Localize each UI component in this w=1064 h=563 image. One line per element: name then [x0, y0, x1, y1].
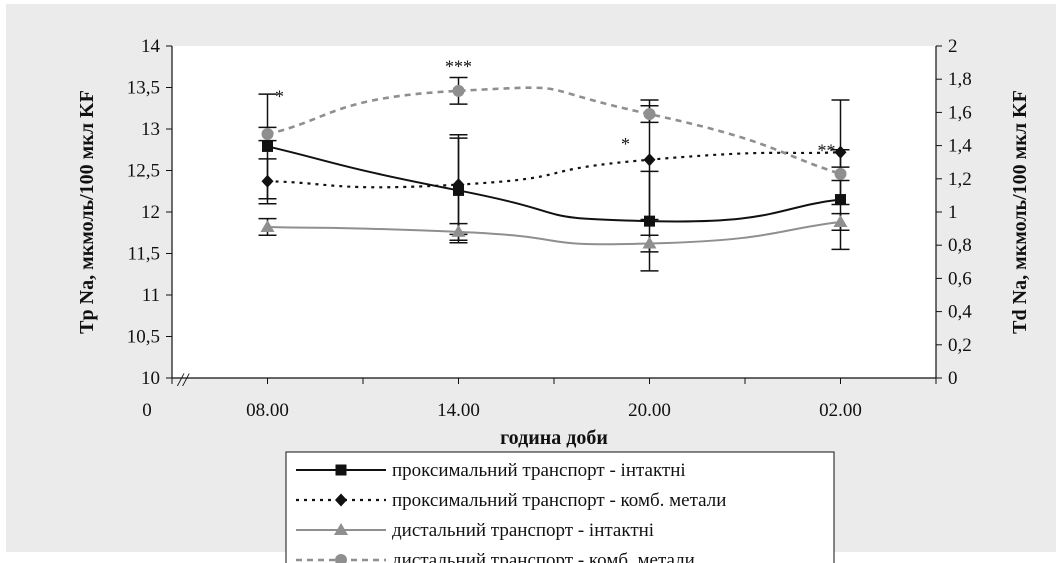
y-left-tick-label: 11,5: [127, 244, 160, 265]
series-3: [258, 212, 850, 253]
data-point: [452, 84, 465, 97]
y-left-tick-label: 14: [141, 36, 161, 57]
y-right-tick-label: 1,2: [948, 169, 972, 190]
legend-marker: [334, 523, 348, 535]
y-right-tick-label: 1,6: [948, 102, 972, 123]
legend-marker: [335, 493, 347, 507]
data-point: [452, 178, 465, 192]
series-3-line: [267, 220, 841, 246]
y-right-tick-label: 0,4: [948, 302, 972, 323]
legend: проксимальний транспорт - інтактні прокси…: [296, 460, 726, 563]
x-tick-label: 14.00: [437, 400, 480, 421]
y-left-tick-label: 12,5: [127, 161, 160, 182]
legend-label: дистальний транспорт - інтактні: [392, 520, 654, 541]
data-point: [260, 219, 275, 232]
y-axis-left-title: Tp Na, мкмоль/100 мкл KF: [76, 90, 98, 334]
y-left-tick-label: 12: [141, 202, 160, 223]
y-right-tick-label: 1: [948, 202, 958, 223]
legend-item: проксимальний транспорт - комб. метали: [296, 490, 726, 511]
y-right-tick-label: 0,8: [948, 235, 972, 256]
legend-marker: [335, 464, 347, 476]
significance-marker: *: [275, 86, 284, 106]
y-axis-right-title: Td Na, мкмоль/100 мкл KF: [1009, 90, 1031, 334]
x-tick-label: 20.00: [628, 400, 671, 421]
series-2: [258, 99, 850, 236]
data-point: [642, 236, 657, 249]
data-point: [644, 215, 655, 227]
axis-break-mark: //: [177, 370, 190, 391]
series-1-line: [267, 145, 841, 223]
series-4-line: [267, 86, 841, 176]
y-left-tick-label: 10,5: [127, 327, 160, 348]
data-point: [834, 167, 847, 180]
legend-item: дистальний транспорт - комб. метали: [296, 550, 695, 563]
legend-marker: [335, 554, 347, 563]
x-origin-label: 0: [142, 400, 152, 421]
plot-area: [172, 46, 936, 378]
data-point: [643, 153, 656, 167]
data-point: [261, 174, 274, 188]
series-layer: [258, 76, 850, 272]
y-left-tick-label: 11: [142, 285, 160, 306]
y-left-tick-label: 13,5: [127, 78, 160, 99]
data-point: [262, 140, 273, 152]
y-right-tick-label: 0,6: [948, 268, 972, 289]
y-left-tick-label: 13: [141, 119, 160, 140]
y-right-tick-label: 0,2: [948, 335, 972, 356]
data-point: [451, 224, 466, 237]
y-right-tick-label: 1,8: [948, 69, 972, 90]
legend-label: дистальний транспорт - комб. метали: [392, 550, 695, 563]
legend-label: проксимальний транспорт - інтактні: [392, 460, 686, 481]
data-point: [834, 145, 847, 159]
x-axis-title: година доби: [500, 427, 608, 449]
y-right-tick-label: 0: [948, 368, 958, 389]
y-right-tick-label: 2: [948, 36, 958, 57]
significance-marker: ***: [445, 57, 472, 77]
annotation-layer: ***** **: [275, 57, 836, 161]
series-2-line: [267, 151, 841, 189]
significance-marker: **: [818, 140, 836, 160]
x-tick-label: 02.00: [819, 400, 862, 421]
legend-item: дистальний транспорт - інтактні: [296, 520, 654, 541]
axes: 1010,51111,51212,51313,51400,20,40,60,81…: [127, 36, 973, 421]
x-tick-label: 08.00: [246, 400, 289, 421]
legend-label: проксимальний транспорт - комб. метали: [392, 490, 726, 511]
legend-item: проксимальний транспорт - інтактні: [296, 460, 686, 481]
data-point: [643, 108, 656, 121]
y-left-tick-label: 10: [141, 368, 160, 389]
data-point: [261, 127, 274, 140]
series-4: [258, 76, 850, 182]
significance-marker: *: [621, 134, 630, 154]
data-point: [833, 214, 848, 227]
y-right-tick-label: 1,4: [948, 136, 972, 157]
